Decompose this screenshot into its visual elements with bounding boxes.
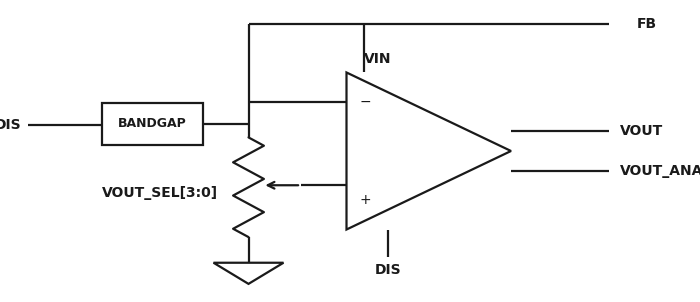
Text: VOUT_SEL[3:0]: VOUT_SEL[3:0] (102, 186, 218, 200)
Text: DIS: DIS (374, 263, 401, 277)
Text: FB: FB (637, 17, 657, 31)
Text: +: + (360, 193, 371, 207)
Text: VOUT: VOUT (620, 124, 663, 138)
Text: DIS: DIS (0, 118, 21, 132)
Text: VOUT_ANA: VOUT_ANA (620, 164, 700, 178)
Text: −: − (360, 95, 371, 109)
Bar (102, 103, 203, 145)
Text: VIN: VIN (364, 52, 392, 66)
Text: BANDGAP: BANDGAP (118, 117, 187, 130)
